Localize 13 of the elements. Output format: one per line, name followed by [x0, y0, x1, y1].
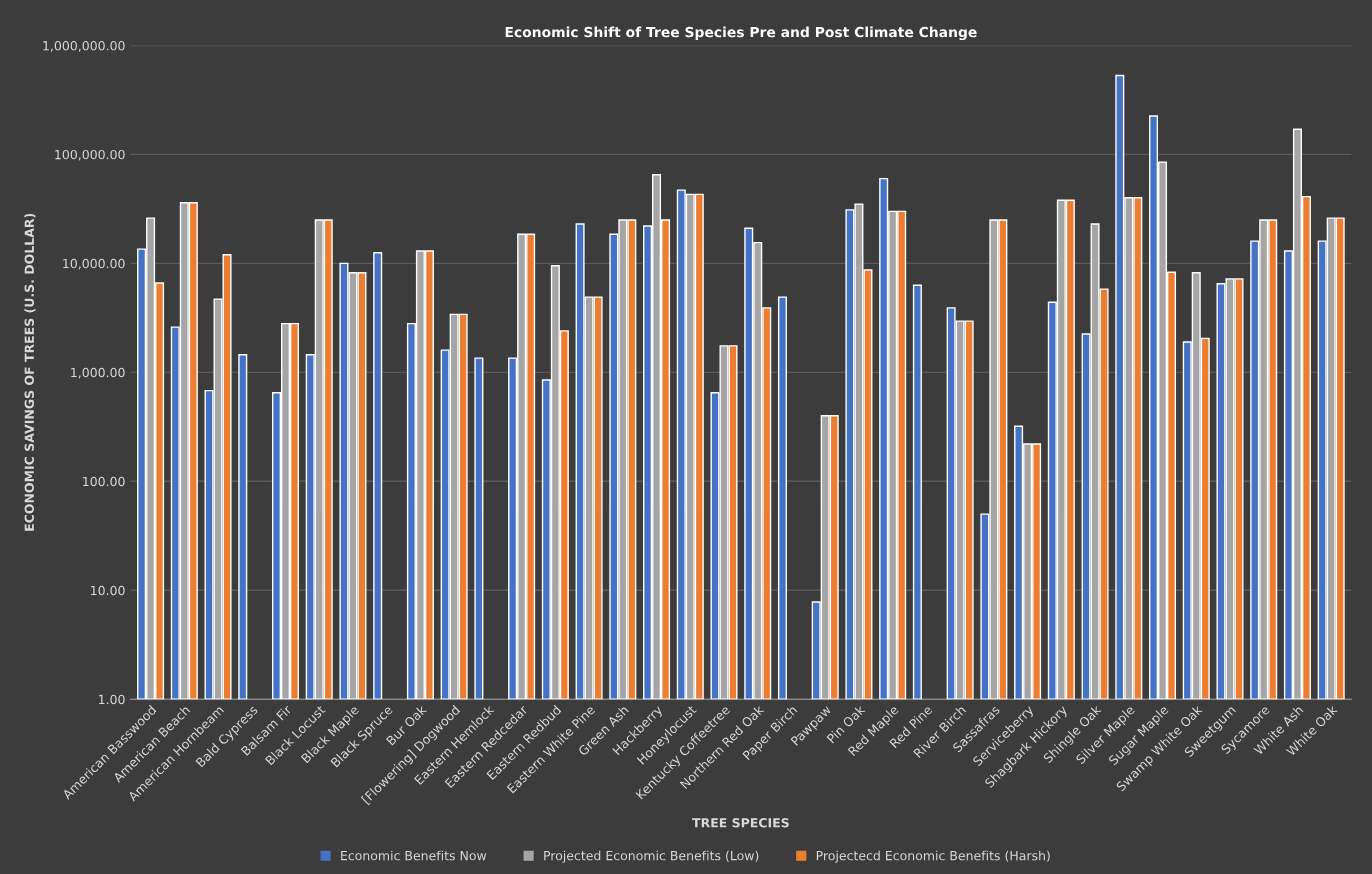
legend-label: Projected Economic Benefits (Low): [544, 850, 759, 863]
y-axis-title: ECONOMIC SAVINGS OF TREES (U.S. DOLLAR): [24, 213, 36, 531]
y-tick-label: 10.00: [91, 585, 125, 596]
legend-label: Economic Benefits Now: [341, 850, 487, 861]
chart-title: Economic Shift of Tree Species Pre and Post Climate Change: [505, 26, 977, 41]
legend-label: Projectecd Economic Benefits (Harsh): [816, 850, 1050, 863]
y-tick-label: 1,000.00: [71, 367, 125, 379]
y-tick-label: 10,000.00: [63, 258, 125, 270]
y-tick-label: 1.00: [99, 694, 125, 705]
y-tick-label: 100.00: [83, 476, 125, 487]
y-tick-label: 100,000.00: [55, 149, 125, 161]
y-tick-label: 1,000,000.00: [43, 40, 125, 52]
x-axis-title: TREE SPECIES: [692, 818, 789, 828]
